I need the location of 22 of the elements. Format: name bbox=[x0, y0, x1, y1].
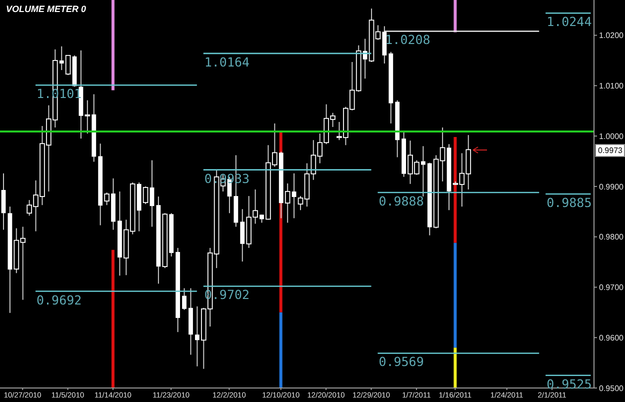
data-label: 0.9888 bbox=[378, 193, 424, 208]
data-label: 0.9692 bbox=[36, 292, 82, 308]
y-tick-label: 0.9800 bbox=[599, 232, 624, 242]
text: VOLUME METER 0 bbox=[6, 4, 86, 14]
y-tick-label: 1.0100 bbox=[599, 82, 624, 90]
data-label: 1.0208 bbox=[385, 32, 430, 48]
y-tick-label: 1.0000 bbox=[599, 132, 624, 141]
data-label: 0.9569 bbox=[378, 354, 424, 370]
y-tick-label: 0.9700 bbox=[599, 283, 624, 292]
candlestick bbox=[182, 288, 186, 310]
data-label: 0.9525 bbox=[546, 376, 592, 392]
y-tick-label: 0.9500 bbox=[599, 384, 624, 393]
candlestick bbox=[292, 172, 296, 219]
annotation: 0.9973 bbox=[595, 144, 625, 157]
data-label: 1.0164 bbox=[204, 54, 250, 70]
data-label: 1.0244 bbox=[546, 14, 592, 30]
data-label: 0.9885 bbox=[546, 195, 592, 210]
y-tick-label: 1.0200 bbox=[599, 31, 624, 40]
y-tick-label: 0.9600 bbox=[599, 333, 624, 342]
candlestick bbox=[1, 172, 6, 230]
y-tick-label: 0.9900 bbox=[599, 182, 624, 192]
candlestick bbox=[150, 160, 154, 228]
